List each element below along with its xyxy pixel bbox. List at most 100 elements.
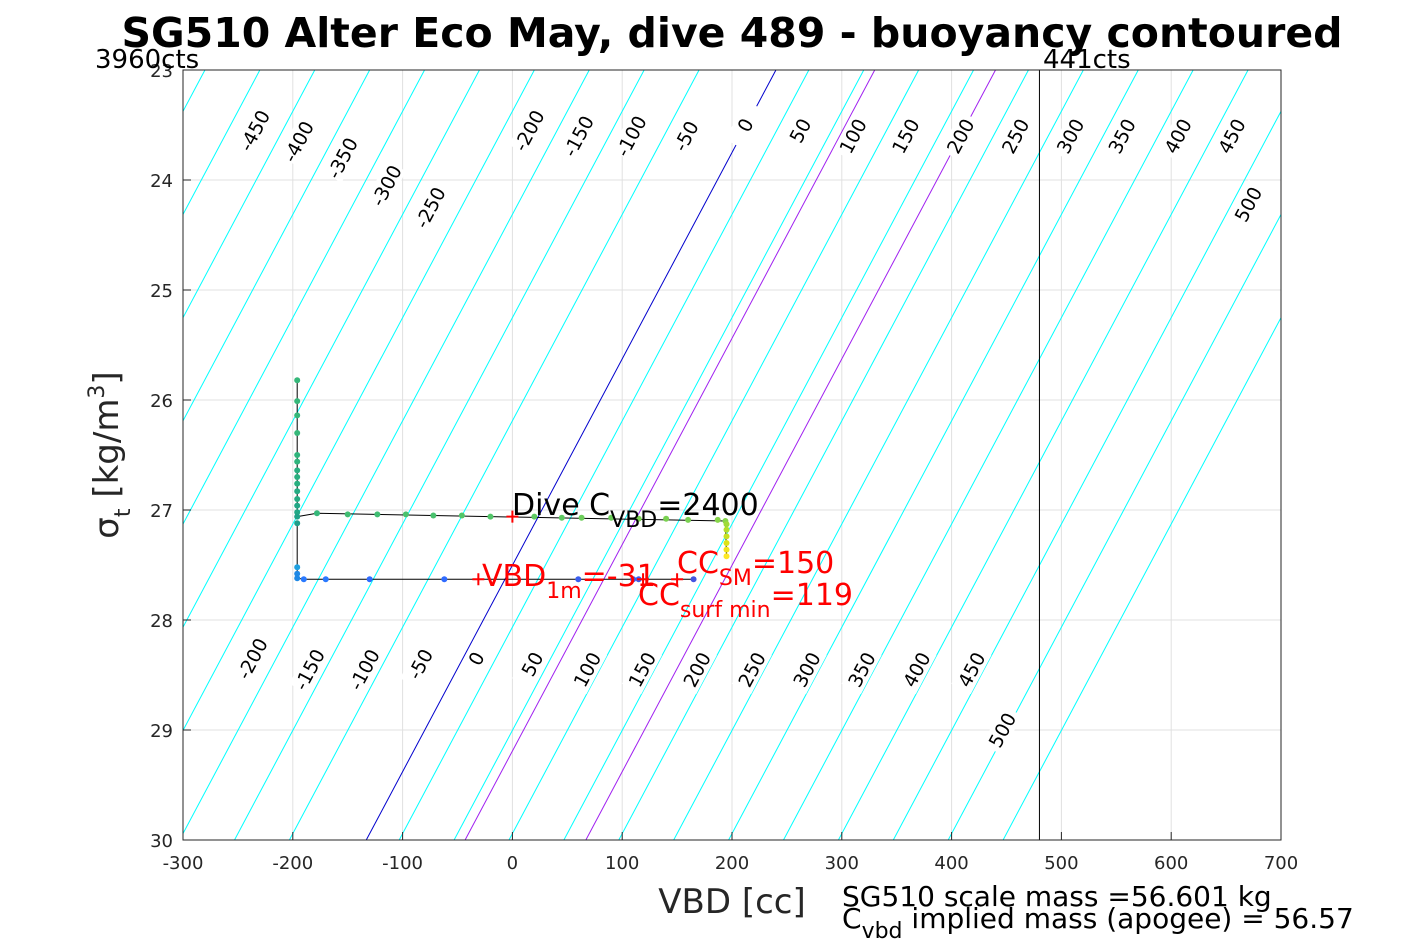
cc-surf-min-annotation: CCsurf min=119	[638, 578, 853, 623]
red-plus-marker	[472, 573, 485, 586]
contour-label-bg	[841, 644, 882, 695]
contour-line	[1002, 316, 1281, 840]
contour-label-bg	[951, 644, 992, 695]
contour-label-bg	[896, 644, 937, 695]
contour-label-bg	[234, 105, 275, 156]
ccsurf-main: CC	[638, 578, 680, 613]
implied-main: C	[842, 902, 862, 935]
y-tick-label: 29	[150, 721, 173, 742]
dive-point	[300, 576, 307, 583]
contour-label-bg	[676, 644, 717, 695]
dive-point	[294, 502, 301, 509]
x-tick-label: 600	[1154, 853, 1188, 874]
dive-point	[663, 515, 670, 522]
contour-label-bg	[278, 116, 319, 167]
buoyancy-contours	[0, 70, 1281, 840]
dive-point	[294, 452, 301, 458]
contour-line	[183, 70, 261, 216]
x-tick-label: 0	[507, 853, 518, 874]
contour-line	[947, 213, 1281, 840]
contour-label-bg	[832, 111, 873, 161]
contour-line	[288, 70, 700, 840]
contour-label-bg	[780, 105, 821, 156]
corner-left-counts: 3960cts	[95, 45, 199, 75]
x-tick-label: -100	[382, 853, 423, 874]
dive-point	[294, 398, 301, 405]
contour-line	[453, 70, 865, 840]
dive-point	[366, 576, 373, 583]
dive-c-sub: VBD	[610, 508, 657, 533]
dive-point	[294, 412, 301, 419]
dive-point	[294, 467, 301, 474]
contour-line	[673, 70, 1084, 840]
contour-label-bg	[1228, 179, 1269, 229]
red-plus-marker	[506, 510, 519, 523]
contour-label-bg	[1050, 111, 1091, 161]
y-tick-label: 26	[150, 391, 173, 412]
x-tick-label: 200	[715, 853, 749, 874]
contour-label-bg	[512, 639, 553, 689]
corner-right-counts: 441cts	[1043, 45, 1131, 75]
y-tick-label: 30	[150, 831, 173, 852]
contour-label-bg	[289, 644, 330, 695]
red-plus-marker	[671, 573, 684, 586]
contour-label-bg	[456, 633, 497, 684]
contour-label-bg	[366, 160, 407, 211]
dive-point	[322, 576, 329, 583]
contour-label-bg	[995, 111, 1036, 161]
dive-point	[685, 516, 692, 523]
contour-line	[783, 70, 1194, 840]
dive-point	[690, 576, 697, 583]
contour-label-bg	[344, 644, 385, 695]
dive-point	[723, 521, 730, 528]
dive-point	[558, 514, 565, 521]
vbd-val: =-31	[582, 559, 656, 594]
dive-c-val: =2400	[657, 488, 758, 523]
dive-point	[294, 496, 301, 502]
x-axis-label: VBD [cc]	[658, 882, 806, 922]
dive-point	[344, 511, 351, 518]
contour-line	[728, 70, 1139, 840]
vbd-1m-annotation: VBD1m=-31	[482, 559, 656, 604]
contour-label-bg	[322, 133, 363, 183]
contour-label-bg	[731, 644, 772, 695]
contour-label-bg	[621, 644, 663, 695]
y-tick-label: 25	[150, 281, 173, 302]
x-tick-label: 500	[1044, 853, 1078, 874]
dive-point	[578, 514, 585, 521]
ccsm-sub: SM	[719, 566, 752, 591]
contour-line	[0, 70, 150, 840]
dive-point	[402, 511, 409, 518]
contour-label-bg	[400, 639, 441, 689]
contour-label-bg	[232, 633, 273, 684]
dive-ascent-path	[296, 523, 694, 580]
y-axis-symbol: σ	[87, 517, 127, 539]
dive-point	[723, 540, 730, 546]
dive-point	[374, 511, 381, 518]
dive-point	[723, 526, 730, 533]
implied-mass-text: Cvbd implied mass (apogee) = 56.57	[842, 902, 1354, 944]
y-axis-close: ]	[87, 371, 127, 384]
contour-line	[398, 70, 810, 840]
y-tick-label: 28	[150, 611, 173, 632]
ccsurf-val: =119	[771, 578, 853, 613]
ccsm-val: =150	[752, 546, 834, 581]
dive-c-vbd-annotation: Dive CVBD=2400	[512, 488, 759, 533]
red-markers	[472, 510, 684, 586]
contour-line	[183, 70, 590, 835]
dive-point	[441, 576, 448, 583]
dive-point	[723, 553, 730, 560]
y-tick-label: 24	[150, 171, 173, 192]
contour-label-bg	[558, 111, 599, 161]
dive-point	[294, 575, 301, 582]
dive-points	[294, 377, 730, 583]
dive-point	[531, 513, 538, 520]
dive-point	[294, 520, 301, 527]
contour-line-highlight	[464, 70, 876, 840]
ccsm-main: CC	[677, 546, 719, 581]
x-tick-label: -200	[272, 853, 313, 874]
red-plus-marker	[637, 573, 650, 586]
contour-line-highlight	[585, 70, 996, 840]
contour-line	[618, 70, 1029, 840]
